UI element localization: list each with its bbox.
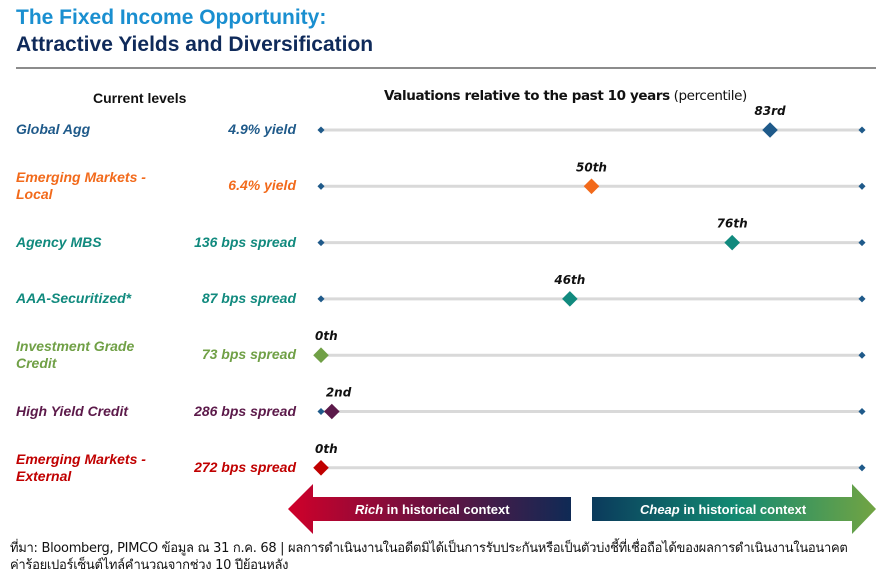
row-level: 272 bps spread bbox=[194, 458, 296, 475]
title-line-1: The Fixed Income Opportunity: bbox=[16, 6, 327, 29]
cheap-label-emphasis: Cheap bbox=[640, 502, 680, 517]
range-start-marker bbox=[317, 407, 325, 416]
row-level: 73 bps spread bbox=[201, 346, 296, 363]
percentile-label: 2nd bbox=[326, 386, 352, 400]
percentile-label: 83rd bbox=[754, 104, 786, 118]
row-name: AAA-Securitized* bbox=[16, 289, 132, 306]
footnote: ที่มา: Bloomberg, PIMCO ข้อมูล ณ 31 ก.ค.… bbox=[10, 540, 885, 574]
row-name: Emerging Markets - External bbox=[16, 450, 146, 484]
valuations-header: Valuations relative to the past 10 years… bbox=[384, 88, 747, 104]
row-level: 286 bps spread bbox=[194, 402, 296, 419]
range-end-marker bbox=[858, 407, 866, 416]
row-name: Agency MBS bbox=[16, 233, 102, 250]
range-start-marker bbox=[317, 295, 325, 303]
range-end-marker bbox=[858, 351, 866, 359]
row-name: Emerging Markets - Local bbox=[16, 169, 146, 203]
row-name: Investment Grade Credit bbox=[16, 338, 135, 372]
percentile-marker bbox=[724, 234, 740, 251]
cheap-label-text: in historical context bbox=[679, 502, 807, 517]
row-name: High Yield Credit bbox=[16, 402, 129, 419]
range-end-marker bbox=[858, 295, 866, 303]
range-end-marker bbox=[858, 464, 866, 472]
row-level: 6.4% yield bbox=[228, 177, 296, 194]
header-divider bbox=[16, 67, 876, 69]
footnote-line-2: ค่าร้อยเปอร์เซ็นต์ไทล์คำนวณจากช่วง 10 ปี… bbox=[10, 558, 289, 573]
rich-label-text: in historical context bbox=[383, 502, 510, 517]
cheap-arrow bbox=[592, 484, 876, 534]
percentile-marker bbox=[313, 347, 329, 363]
valuations-header-unit: (percentile) bbox=[673, 88, 748, 104]
range-end-marker bbox=[858, 126, 866, 134]
footnote-line-1: ที่มา: Bloomberg, PIMCO ข้อมูล ณ 31 ก.ค.… bbox=[10, 541, 848, 556]
percentile-label: 0th bbox=[315, 329, 338, 343]
row-name: Global Agg bbox=[16, 121, 91, 137]
range-start-marker bbox=[317, 126, 325, 134]
rich-label: Rich in historical context bbox=[355, 502, 510, 517]
percentile-marker bbox=[313, 460, 329, 476]
percentile-marker bbox=[762, 122, 778, 138]
range-end-marker bbox=[858, 239, 866, 247]
range-start-marker bbox=[317, 182, 325, 190]
row-level: 4.9% yield bbox=[228, 121, 296, 137]
range-start-marker bbox=[317, 239, 325, 247]
cheap-label: Cheap in historical context bbox=[640, 502, 806, 517]
title-line-2: Attractive Yields and Diversification bbox=[16, 33, 374, 56]
valuations-header-bold: Valuations relative to the past 10 years bbox=[384, 88, 670, 104]
row-level: 136 bps spread bbox=[194, 233, 296, 250]
rich-arrow bbox=[288, 484, 571, 534]
percentile-marker bbox=[324, 403, 340, 420]
percentile-label: 50th bbox=[576, 160, 607, 174]
current-levels-header: Current levels bbox=[93, 90, 187, 106]
rich-label-emphasis: Rich bbox=[355, 502, 384, 517]
range-end-marker bbox=[858, 182, 866, 190]
percentile-marker bbox=[583, 178, 600, 195]
percentile-marker bbox=[562, 291, 578, 307]
percentile-label: 0th bbox=[315, 442, 338, 456]
percentile-label: 46th bbox=[553, 273, 585, 287]
percentile-label: 76th bbox=[717, 217, 748, 231]
row-level: 87 bps spread bbox=[201, 289, 296, 306]
